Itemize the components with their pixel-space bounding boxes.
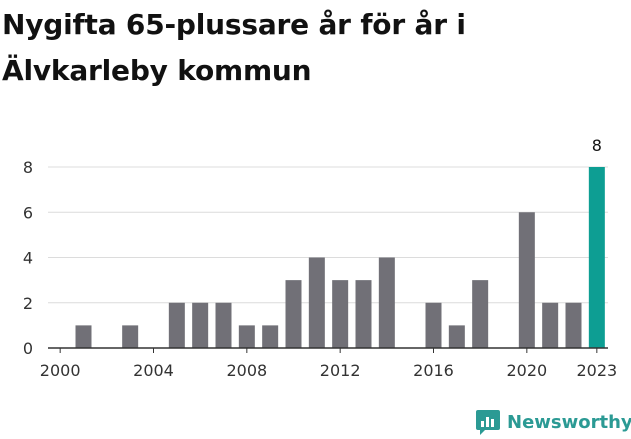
bar xyxy=(262,325,279,348)
bar xyxy=(588,167,605,348)
x-tick-label: 2004 xyxy=(133,361,174,380)
bar xyxy=(75,325,92,348)
bar xyxy=(332,280,349,348)
y-tick-label: 2 xyxy=(23,294,33,313)
bar xyxy=(285,280,302,348)
bar xyxy=(425,302,442,348)
bar xyxy=(518,212,535,348)
bar xyxy=(542,302,559,348)
bar xyxy=(238,325,255,348)
bar xyxy=(215,302,232,348)
x-tick-label: 2000 xyxy=(40,361,81,380)
chart-title: Nygifta 65-plussare år för år i Älvkarle… xyxy=(2,8,466,87)
bar xyxy=(355,280,372,348)
y-tick-label: 8 xyxy=(23,158,33,177)
x-tick-label: 2016 xyxy=(413,361,454,380)
bar xyxy=(378,257,395,348)
chart-bubble-icon xyxy=(476,410,500,435)
brand-logo: Newsworthy xyxy=(475,406,631,438)
x-tick-label: 2008 xyxy=(226,361,267,380)
bar xyxy=(192,302,209,348)
y-tick-label: 6 xyxy=(23,203,33,222)
brand-name: Newsworthy xyxy=(507,411,631,433)
bar xyxy=(168,302,185,348)
bar xyxy=(472,280,489,348)
x-tick-label: 2020 xyxy=(506,361,547,380)
y-tick-label: 4 xyxy=(23,249,33,268)
y-tick-label: 0 xyxy=(23,339,33,358)
bar xyxy=(565,302,582,348)
bar xyxy=(448,325,465,348)
x-tick-label: 2023 xyxy=(576,361,617,380)
bar xyxy=(122,325,139,348)
x-tick-label: 2012 xyxy=(320,361,361,380)
bar xyxy=(308,257,325,348)
data-label: 8 xyxy=(592,136,602,155)
